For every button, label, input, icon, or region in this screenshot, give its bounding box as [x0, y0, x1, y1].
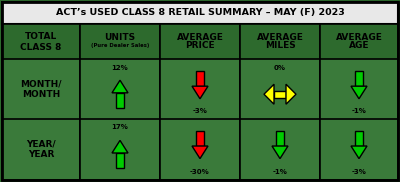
- Bar: [2, 24, 80, 60]
- Bar: [240, 60, 320, 119]
- Polygon shape: [196, 71, 204, 86]
- Polygon shape: [272, 146, 288, 159]
- Text: 0%: 0%: [274, 65, 286, 71]
- Text: 17%: 17%: [112, 124, 128, 130]
- Text: YEAR/
YEAR: YEAR/ YEAR: [26, 140, 56, 159]
- Bar: [320, 60, 398, 119]
- Text: ACT’s USED CLASS 8 RETAIL SUMMARY – MAY (F) 2023: ACT’s USED CLASS 8 RETAIL SUMMARY – MAY …: [56, 9, 344, 17]
- Bar: [160, 119, 240, 180]
- Bar: [274, 91, 286, 98]
- Bar: [320, 119, 398, 180]
- Polygon shape: [192, 86, 208, 99]
- Text: -3%: -3%: [192, 108, 208, 114]
- Polygon shape: [351, 86, 367, 99]
- Text: 12%: 12%: [112, 65, 128, 71]
- Text: AVERAGE: AVERAGE: [256, 33, 304, 43]
- Text: -30%: -30%: [190, 169, 210, 175]
- Text: MONTH/
MONTH: MONTH/ MONTH: [20, 80, 62, 99]
- Bar: [240, 119, 320, 180]
- Polygon shape: [112, 140, 128, 153]
- Text: UNITS: UNITS: [104, 33, 136, 41]
- Bar: [2, 60, 80, 119]
- Bar: [80, 59, 160, 180]
- Polygon shape: [196, 131, 204, 146]
- Polygon shape: [264, 84, 274, 104]
- Polygon shape: [276, 131, 284, 146]
- Text: -3%: -3%: [352, 169, 366, 175]
- Text: AVERAGE: AVERAGE: [336, 33, 382, 43]
- Polygon shape: [192, 146, 208, 159]
- Bar: [2, 59, 80, 180]
- Bar: [2, 2, 398, 24]
- Polygon shape: [286, 84, 296, 104]
- Bar: [160, 59, 240, 180]
- Text: PRICE: PRICE: [185, 41, 215, 50]
- Text: -1%: -1%: [352, 108, 366, 114]
- Polygon shape: [116, 93, 124, 108]
- Bar: [160, 60, 240, 119]
- Bar: [80, 119, 160, 180]
- Bar: [320, 59, 398, 180]
- Text: MILES: MILES: [265, 41, 295, 50]
- Bar: [2, 119, 80, 180]
- Polygon shape: [351, 146, 367, 159]
- Text: AGE: AGE: [349, 41, 369, 50]
- Polygon shape: [355, 131, 363, 146]
- Bar: [80, 60, 160, 119]
- Text: AVERAGE: AVERAGE: [176, 33, 224, 43]
- Text: -1%: -1%: [272, 169, 288, 175]
- Polygon shape: [116, 153, 124, 168]
- Bar: [80, 24, 160, 60]
- Bar: [240, 59, 320, 180]
- Polygon shape: [112, 80, 128, 93]
- Text: TOTAL
CLASS 8: TOTAL CLASS 8: [20, 32, 62, 52]
- Polygon shape: [355, 71, 363, 86]
- Text: (Pure Dealer Sales): (Pure Dealer Sales): [91, 43, 149, 48]
- Bar: [160, 24, 240, 60]
- Bar: [320, 24, 398, 60]
- Bar: [240, 24, 320, 60]
